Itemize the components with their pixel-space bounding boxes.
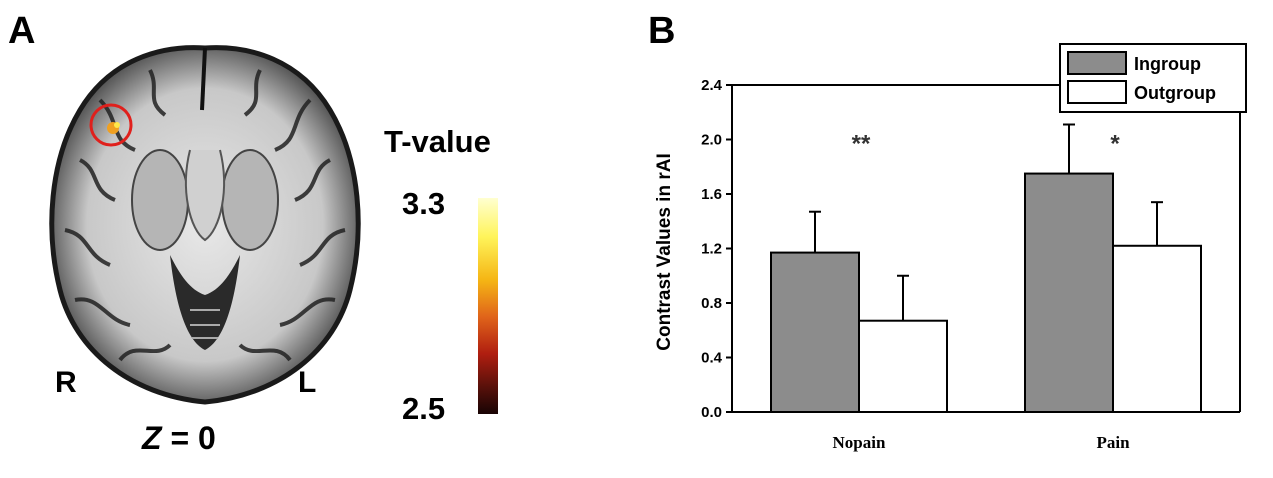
- y-tick-label: 2.4: [701, 77, 723, 94]
- brain-slice-image: [40, 40, 370, 410]
- x-tick-label: Pain: [1096, 433, 1130, 452]
- legend-label-ingroup: Ingroup: [1134, 54, 1201, 74]
- legend-swatch-outgroup: [1067, 80, 1127, 104]
- panel-a-letter: A: [8, 10, 36, 52]
- slice-axis: Z: [142, 420, 162, 456]
- y-tick-label: 1.6: [701, 186, 722, 203]
- legend-swatch-ingroup: [1067, 51, 1127, 75]
- bar-outgroup-pain: [1112, 244, 1202, 413]
- bar-chart: Contrast Values in rAI 0.0 0.4 0.8 1.2 1.6 2.…: [654, 43, 1247, 452]
- panel-b-letter: B: [648, 10, 676, 52]
- slice-value: = 0: [170, 420, 216, 456]
- colorbar-title: T-value: [384, 124, 491, 159]
- bar-outgroup-nopain: [858, 319, 948, 413]
- x-tick-label: Nopain: [833, 433, 886, 452]
- bar-ingroup-pain: [1024, 172, 1114, 413]
- colorbar-min-label: 2.5: [402, 391, 446, 426]
- significance-marker: *: [1110, 131, 1120, 158]
- activation-cluster: [107, 122, 120, 134]
- y-axis-label: Contrast Values in rAI: [654, 153, 675, 350]
- y-tick-label: 1.2: [701, 241, 722, 258]
- y-tick-label: 0.4: [701, 350, 723, 367]
- bar-ingroup-nopain: [770, 251, 860, 413]
- y-tick-label: 0.8: [701, 295, 722, 312]
- legend-label-outgroup: Outgroup: [1134, 83, 1216, 103]
- significance-marker: **: [852, 131, 871, 158]
- slice-label: Z = 0: [142, 422, 216, 454]
- y-tick-label: 0.0: [701, 404, 722, 421]
- orientation-right-label: R: [55, 366, 77, 399]
- colorbar-max-label: 3.3: [402, 186, 446, 221]
- y-tick-label: 2.0: [701, 132, 722, 149]
- colorbar: [478, 198, 498, 414]
- highlight-circle: [89, 103, 133, 147]
- orientation-left-label: L: [298, 366, 317, 399]
